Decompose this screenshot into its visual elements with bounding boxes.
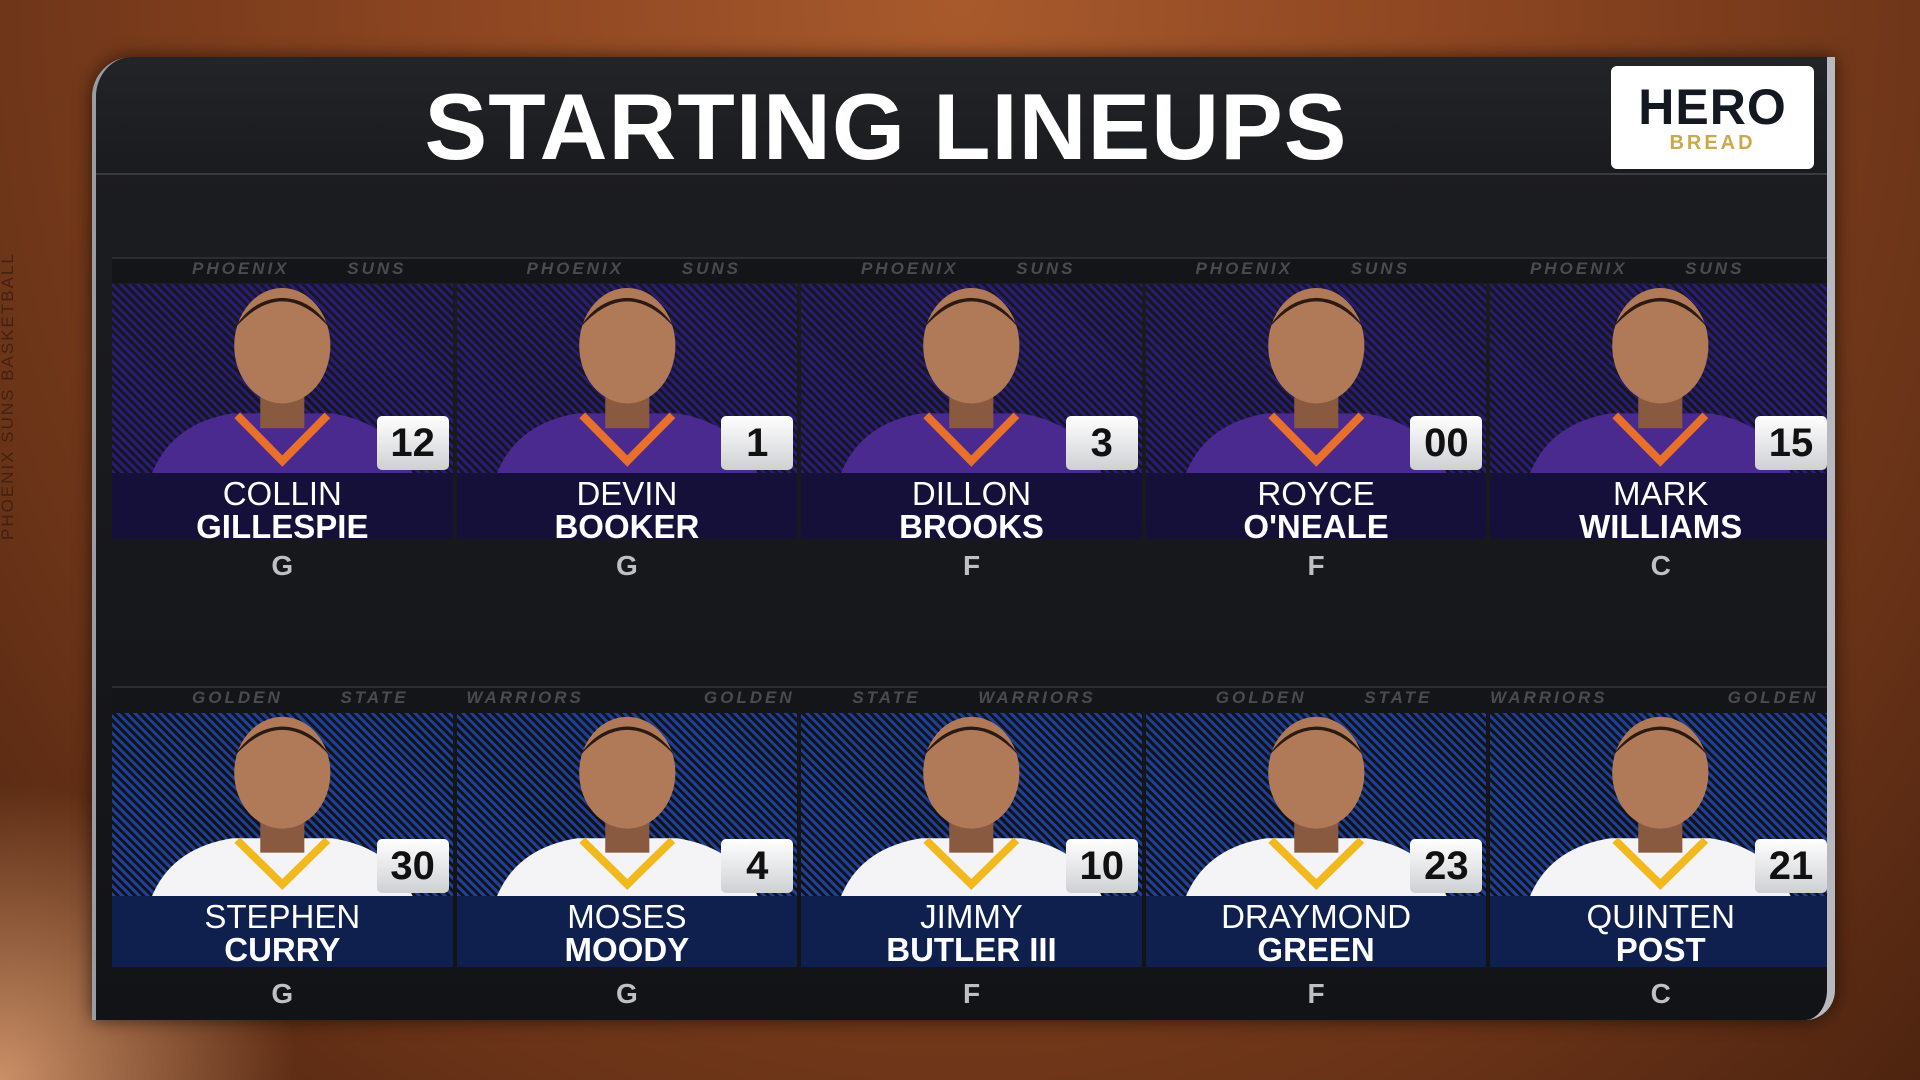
player-first-name: DEVIN [576,475,678,512]
player-silhouette-icon [1530,716,1791,896]
player-photo: 10 [801,713,1142,896]
player-last-name: BUTLER III [886,931,1057,968]
player-last-name: GILLESPIE [196,508,369,545]
side-watermark: PHOENIX SUNS BASKETBALL [0,252,17,540]
player-silhouette-icon [152,716,413,896]
player-first-name: MARK [1613,475,1709,512]
player-card[interactable]: 4 MOSES MOODY G [456,713,798,1013]
sponsor-logo: HERO BREAD [1611,66,1814,169]
name-band: ROYCE O'NEALE [1145,473,1487,543]
player-photo: 15 [1490,284,1827,473]
player-photo: 21 [1490,713,1827,896]
player-last-name: O'NEALE [1243,508,1389,545]
player-first-name: QUINTEN [1586,898,1735,935]
team-name-strip: PHOENIX SUNS PHOENIX SUNS PHOENIX SUNS PHOE… [112,257,1827,283]
team-name: PHOENIX SUNS [526,259,741,278]
team-name: GOLDEN STATE WARRIORS [703,688,1096,707]
team-name: GOLDEN STATE WARRIORS [192,688,584,707]
player-last-name: POST [1615,931,1706,968]
player-silhouette-icon [841,716,1102,896]
player-first-name: DILLON [911,475,1032,512]
player-card[interactable]: 30 STEPHEN CURRY G [112,713,453,1013]
jersey-number: 4 [721,839,794,893]
player-photo: 00 [1145,284,1487,473]
name-band: STEPHEN CURRY [112,896,453,967]
player-position: G [616,978,638,1009]
player-last-name: MOODY [564,931,690,968]
name-band: DEVIN BOOKER [456,473,798,543]
player-position: C [1650,978,1671,1009]
player-last-name: CURRY [224,931,341,968]
sponsor-logo-text: HERO [1638,79,1787,135]
jersey-number: 00 [1410,416,1483,470]
name-band: DRAYMOND GREEN [1145,896,1487,968]
team-name: GOLDEN STATE WARRIORS [1215,688,1608,707]
player-silhouette-icon [841,287,1102,473]
team-name: PHOENIX SUNS [1195,259,1410,278]
player-photo: 23 [1145,713,1487,896]
team-name: PHOENIX SUNS [860,259,1076,278]
player-position: G [271,550,294,581]
player-first-name: STEPHEN [204,898,361,935]
jersey-number: 1 [721,416,794,470]
player-position: C [1650,550,1671,581]
player-card[interactable]: 3 DILLON BROOKS F [801,284,1142,585]
player-card[interactable]: 21 QUINTEN POST C [1490,713,1827,1013]
sponsor-logo-sub: BREAD [1669,132,1756,154]
player-photo: 3 [801,284,1142,473]
player-card[interactable]: 10 JIMMY BUTLER III F [801,713,1142,1013]
team-name: PHOENIX SUNS [1529,259,1745,278]
player-photo: 1 [456,284,798,473]
name-band: QUINTEN POST [1490,896,1827,968]
jersey-number: 12 [376,416,449,470]
player-first-name: COLLIN [222,475,342,512]
player-silhouette-icon [1185,716,1447,896]
player-silhouette-icon [1185,287,1447,473]
player-card[interactable]: 23 DRAYMOND GREEN F [1145,713,1487,1013]
player-photo: 12 [112,284,453,473]
player-first-name: MOSES [567,898,687,935]
player-position: F [1307,550,1325,581]
player-position: F [962,978,981,1009]
jersey-number: 15 [1755,416,1827,470]
player-silhouette-icon [496,287,758,473]
name-band: MARK WILLIAMS [1490,473,1827,543]
header: STARTING LINEUPS HERO BREAD [96,57,1827,179]
player-last-name: BOOKER [554,508,700,545]
player-position: F [1307,978,1325,1009]
jersey-number: 30 [376,839,449,893]
player-first-name: JIMMY [920,898,1023,935]
player-last-name: BROOKS [899,508,1044,545]
player-silhouette-icon [152,287,413,473]
team-name-strip: GOLDEN STATE WARRIORS GOLDEN STATE WARRIO… [112,686,1827,712]
player-card[interactable]: 00 ROYCE O'NEALE F [1145,284,1487,585]
name-band: JIMMY BUTLER III [801,896,1142,967]
page-title: STARTING LINEUPS [424,74,1348,179]
player-photo: 4 [456,713,798,896]
player-position: G [271,978,294,1009]
name-band: MOSES MOODY [456,896,798,968]
player-first-name: DRAYMOND [1221,898,1412,935]
name-band: COLLIN GILLESPIE [112,473,453,543]
player-silhouette-icon [1530,287,1791,473]
player-photo: 30 [112,713,453,896]
jersey-number: 3 [1065,416,1138,470]
team-name: PHOENIX SUNS [192,259,407,278]
jersey-number: 10 [1065,839,1138,893]
jersey-number: 21 [1755,839,1827,893]
team-name: GOLDEN STATE WARRIORS [1727,688,1827,707]
player-position: G [616,550,638,581]
player-card[interactable]: 15 MARK WILLIAMS C [1490,284,1827,585]
player-last-name: GREEN [1257,931,1375,968]
lineup-panel: STARTING LINEUPS HERO BREAD PHOENIX SUNS… [92,57,1835,1020]
jersey-number: 23 [1410,839,1483,893]
player-position: F [962,550,981,581]
player-first-name: ROYCE [1257,475,1375,512]
player-card[interactable]: 12 COLLIN GILLESPIE G [112,284,453,585]
player-silhouette-icon [496,716,758,896]
name-band: DILLON BROOKS [801,473,1142,543]
player-card[interactable]: 1 DEVIN BOOKER G [456,284,798,585]
player-last-name: WILLIAMS [1579,508,1743,545]
